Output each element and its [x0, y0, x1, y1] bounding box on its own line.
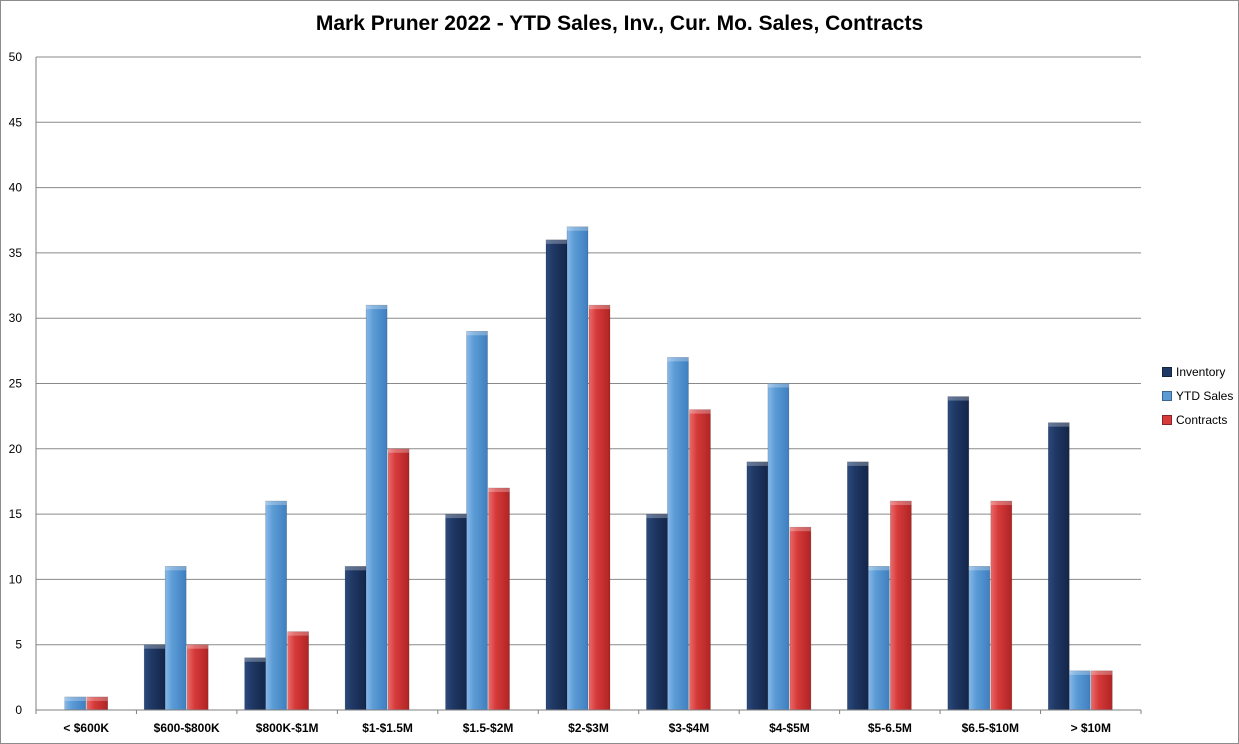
bar-bevel — [345, 566, 367, 571]
bar-ytd-sales — [265, 500, 287, 711]
bar-inventory — [244, 657, 266, 711]
x-tick-label: $3-$4M — [669, 721, 710, 735]
y-tick-label: 45 — [9, 115, 23, 129]
bar-inventory — [143, 644, 166, 711]
bar-bevel — [990, 501, 1012, 506]
bar-bevel — [589, 305, 610, 310]
legend-label: Contracts — [1176, 413, 1228, 427]
legend-item: Contracts — [1162, 408, 1233, 432]
bar-contracts — [689, 409, 711, 711]
legend-swatch — [1162, 415, 1172, 425]
y-tick-label: 5 — [15, 638, 22, 652]
bar-contracts — [990, 500, 1013, 711]
bar-bevel — [287, 631, 309, 636]
bars — [64, 226, 1113, 711]
bar-bevel — [868, 566, 890, 571]
x-tick-label: $600-$800K — [154, 721, 220, 735]
bar-ytd-sales — [667, 357, 689, 711]
bar-bevel — [265, 501, 287, 506]
bar-bevel — [689, 409, 711, 414]
bar-bevel — [947, 396, 969, 401]
bar-contracts — [1090, 670, 1113, 711]
bar-inventory — [545, 239, 568, 711]
legend-item: YTD Sales — [1162, 384, 1233, 408]
bar-inventory — [947, 396, 970, 711]
y-tick-label: 35 — [9, 246, 23, 260]
bar-bevel — [86, 696, 108, 701]
legend-label: Inventory — [1176, 365, 1226, 379]
x-tick-label: $1.5-$2M — [463, 721, 514, 735]
y-tick-label: 50 — [9, 50, 23, 64]
bar-bevel — [968, 566, 990, 571]
bar-ytd-sales — [767, 383, 790, 711]
x-tick-label: $2-$3M — [568, 721, 609, 735]
bar-contracts — [186, 644, 209, 711]
bar-bevel — [366, 305, 388, 310]
bar-contracts — [387, 448, 410, 711]
bar-inventory — [847, 461, 869, 711]
axes: 0 5 10 15 20 25 30 35 40 45 50 < $600K $600-$800K $80… — [9, 50, 1142, 735]
bar-contracts — [890, 500, 912, 711]
bar-inventory — [344, 566, 367, 711]
bar-bevel — [1069, 670, 1091, 675]
bar-contracts — [588, 304, 611, 711]
bar-bevel — [466, 331, 488, 336]
legend-item: Inventory — [1162, 360, 1233, 384]
bar-ytd-sales — [164, 566, 187, 711]
bar-bevel — [1091, 670, 1113, 675]
bar-ytd-sales — [365, 304, 388, 711]
bar-bevel — [746, 461, 768, 466]
y-tick-label: 25 — [9, 377, 23, 391]
bar-bevel — [445, 514, 467, 519]
bar-contracts — [287, 631, 309, 711]
y-tick-label: 30 — [9, 311, 23, 325]
bar-contracts — [488, 487, 510, 711]
bar-bevel — [64, 696, 86, 701]
bar-bevel — [187, 644, 209, 649]
legend-label: YTD Sales — [1176, 389, 1234, 403]
x-tick-label: < $600K — [63, 721, 109, 735]
bar-bevel — [890, 501, 912, 506]
bar-bevel — [488, 487, 510, 492]
bar-contracts — [789, 526, 812, 711]
y-tick-label: 0 — [15, 703, 22, 717]
bar-bevel — [244, 657, 266, 662]
y-tick-label: 10 — [9, 572, 23, 586]
bar-inventory — [646, 513, 668, 711]
legend: Inventory YTD Sales Contracts — [1162, 360, 1233, 432]
bar-inventory — [746, 461, 769, 711]
bar-bevel — [144, 644, 166, 649]
legend-swatch — [1162, 367, 1172, 377]
x-tick-label: $800K-$1M — [256, 721, 319, 735]
bar-bevel — [567, 226, 588, 231]
bar-bevel — [546, 239, 567, 244]
x-tick-label: $6.5-$10M — [962, 721, 1019, 735]
y-tick-label: 15 — [9, 507, 23, 521]
chart-title: Mark Pruner 2022 - YTD Sales, Inv., Cur.… — [315, 12, 924, 35]
bar-inventory — [445, 513, 467, 711]
bar-bevel — [388, 448, 410, 453]
bar-bevel — [789, 527, 811, 532]
bar-ytd-sales — [566, 226, 589, 711]
bar-bevel — [1048, 422, 1070, 427]
bar-bevel — [767, 383, 789, 388]
x-tick-label: > $10M — [1071, 721, 1111, 735]
bar-bevel — [646, 514, 668, 519]
bar-bevel — [667, 357, 689, 362]
x-tick-label: $1-$1.5M — [362, 721, 413, 735]
bar-ytd-sales — [466, 330, 488, 711]
y-tick-label: 20 — [9, 442, 23, 456]
legend-swatch — [1162, 391, 1172, 401]
bar-bevel — [847, 461, 869, 466]
bar-ytd-sales — [1068, 670, 1091, 711]
bar-ytd-sales — [868, 566, 890, 711]
bar-bevel — [165, 566, 187, 571]
bar-inventory — [1047, 422, 1070, 711]
x-tick-label: $4-$5M — [769, 721, 810, 735]
y-tick-label: 40 — [9, 181, 23, 195]
bar-ytd-sales — [968, 566, 991, 711]
x-tick-label: $5-6.5M — [868, 721, 912, 735]
